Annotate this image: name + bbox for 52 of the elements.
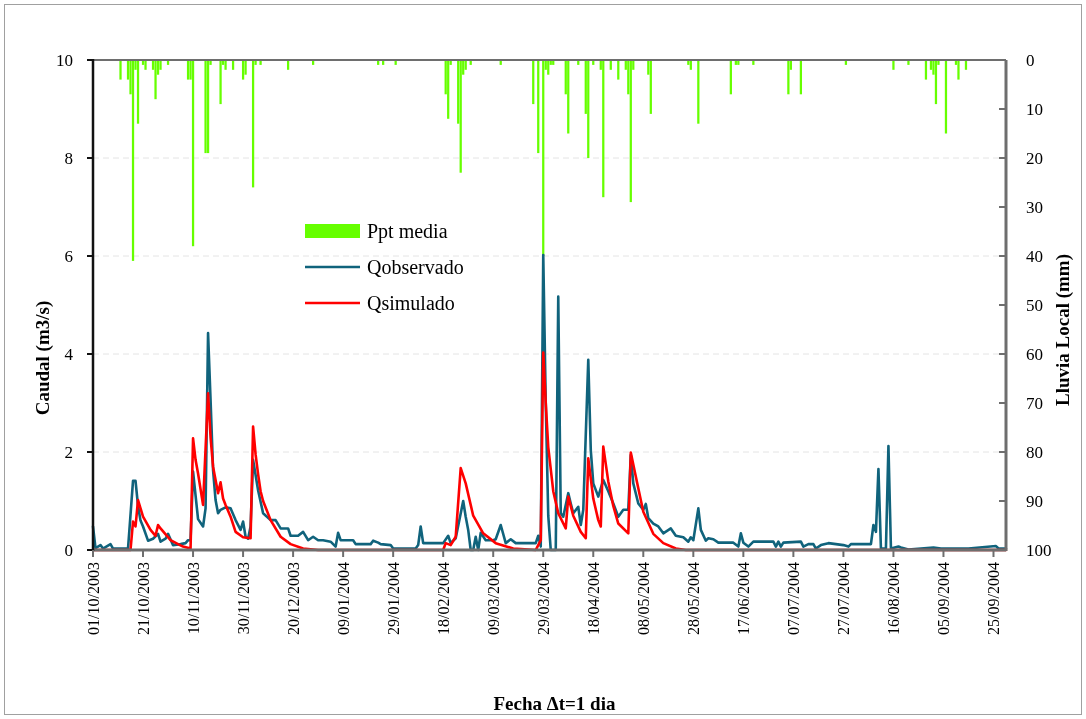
x-tick-label: 29/03/2004 [534, 562, 552, 635]
x-tick-label: 30/11/2003 [234, 562, 252, 635]
y2-tick-label: 40 [1026, 246, 1043, 266]
x-tick-label: 10/11/2003 [184, 562, 202, 635]
y-tick-label: 2 [64, 442, 73, 462]
y2-tick-label: 30 [1026, 197, 1043, 217]
bar [154, 60, 157, 100]
y2-tick-label: 0 [1026, 50, 1035, 70]
y2-tick-label: 10 [1026, 99, 1043, 119]
x-tick-label: 09/03/2004 [484, 562, 502, 635]
x-tick-label: 05/09/2004 [934, 562, 952, 635]
bar [144, 60, 147, 70]
legend-label: Qobservado [367, 256, 464, 278]
y-axis-title: Caudal (m3/s) [31, 300, 54, 416]
x-tick-label: 16/08/2004 [884, 562, 902, 635]
y-tick-label: 10 [56, 50, 73, 70]
bar [907, 60, 910, 65]
legend-label: Ppt media [367, 220, 448, 243]
x-tick-label: 08/05/2004 [634, 562, 652, 635]
y2-tick-label: 60 [1026, 344, 1043, 364]
y2-tick-label: 80 [1026, 442, 1043, 462]
y2-tick-label: 20 [1026, 148, 1043, 168]
y-tick-label: 8 [64, 148, 73, 168]
x-tick-label: 25/09/2004 [984, 562, 1002, 635]
bar [259, 60, 262, 65]
x-tick-label: 18/02/2004 [434, 562, 452, 635]
y2-tick-label: 50 [1026, 295, 1043, 315]
x-tick-label: 01/10/2003 [84, 562, 102, 635]
x-tick-label: 28/05/2004 [684, 562, 702, 635]
bar [957, 60, 960, 80]
x-tick-label: 29/01/2004 [384, 562, 402, 635]
bar [119, 60, 122, 80]
y-tick-label: 6 [64, 246, 73, 266]
bar [787, 60, 790, 95]
x-tick-label: 07/07/2004 [784, 562, 802, 635]
x-tick-label: 27/07/2004 [834, 562, 852, 635]
x-tick-label: 17/06/2004 [734, 562, 752, 635]
x-tick-label: 20/12/2003 [284, 562, 302, 635]
x-axis-title: Fecha Δt=1 dia [493, 692, 616, 714]
y-tick-label: 0 [64, 540, 73, 560]
y2-tick-label: 90 [1026, 491, 1043, 511]
y-tick-label: 4 [64, 344, 74, 364]
bar [224, 60, 227, 70]
x-tick-label: 09/01/2004 [334, 562, 352, 635]
x-tick-label: 21/10/2003 [134, 562, 152, 635]
y2-axis-title: Lluvia Local (mm) [1051, 254, 1074, 406]
legend-label: Qsimulado [367, 292, 455, 314]
bar [219, 60, 222, 105]
y2-tick-label: 70 [1026, 393, 1043, 413]
y2-tick-label: 100 [1026, 540, 1052, 560]
bar [892, 60, 895, 70]
x-tick-label: 18/04/2004 [584, 562, 602, 635]
